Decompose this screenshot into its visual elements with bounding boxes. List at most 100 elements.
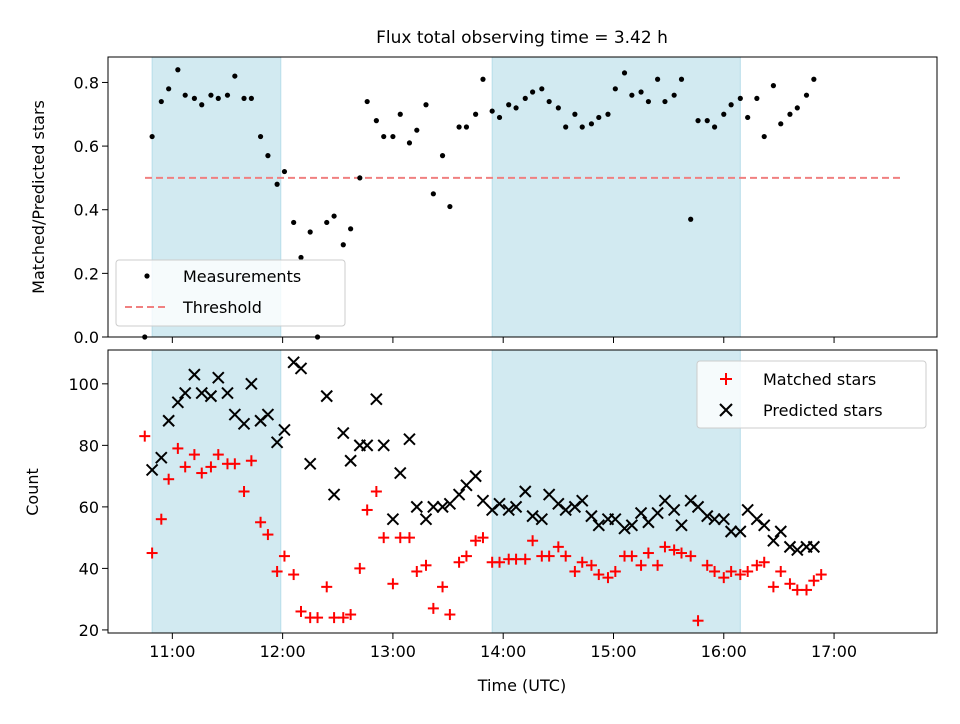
measurement-point (248, 95, 254, 101)
predicted-point (237, 417, 251, 431)
matched-point (345, 609, 357, 621)
measurement-point (621, 70, 628, 76)
matched-point (255, 516, 267, 528)
matched-point (238, 486, 250, 497)
predicted-point (493, 497, 506, 511)
predicted-point (204, 389, 218, 403)
predicted-point (675, 519, 688, 532)
predicted-point (625, 519, 639, 532)
predicted-point (783, 540, 797, 554)
top-y-axis-label: Matched/Predicted stars (29, 100, 48, 294)
shaded-interval (491, 56, 741, 338)
measurement-point (199, 102, 205, 108)
y-tick-label: 80 (79, 436, 99, 455)
predicted-point (436, 500, 449, 514)
x-tick-label: 15:00 (590, 642, 636, 661)
predicted-point (212, 371, 225, 384)
measurement-point (423, 102, 429, 108)
y-tick-label: 0.4 (74, 201, 99, 220)
bottom-plot-frame (107, 349, 938, 634)
matched-point (337, 612, 349, 624)
matched-point (560, 550, 572, 562)
matched-point (460, 550, 472, 562)
measurement-point (439, 153, 446, 159)
measurement-point (324, 219, 330, 226)
matched-point (328, 612, 340, 624)
matched-point (510, 553, 522, 565)
measurement-point (390, 133, 396, 140)
predicted-point (651, 506, 664, 520)
measurement-point (539, 86, 545, 92)
measurement-point (182, 92, 188, 98)
matched-point (494, 556, 506, 568)
predicted-point (509, 500, 523, 514)
measurement-point (215, 95, 221, 101)
matched-point (229, 458, 241, 470)
matched-point (212, 449, 224, 461)
matched-point (692, 615, 704, 627)
matched-point (642, 547, 654, 559)
matched-point (477, 532, 489, 544)
measurement-point (406, 140, 413, 146)
predicted-point (758, 519, 771, 532)
matched-point (387, 578, 399, 590)
count-points (139, 356, 827, 627)
predicted-point (717, 512, 730, 526)
predicted-point (270, 436, 284, 449)
bottom-y-ticks: 20 40 60 80 100 (68, 375, 108, 640)
measurement-point (704, 118, 710, 124)
predicted-point (559, 503, 572, 517)
bottom-legend: Matched stars Predicted stars (696, 360, 927, 429)
measurement-point (778, 121, 784, 127)
predicted-point (741, 503, 754, 517)
predicted-point (221, 386, 234, 400)
legend-marker-measurements (144, 273, 150, 279)
matched-point (288, 569, 300, 581)
legend-label-matched: Matched stars (763, 370, 876, 389)
y-tick-label: 60 (79, 498, 99, 517)
shaded-interval (151, 349, 282, 634)
top-panel: 0.00.20.40.60.8 Matched/Predicted stars … (29, 56, 938, 347)
matched-point (378, 532, 390, 544)
measurement-point (473, 111, 479, 117)
predicted-point (320, 389, 333, 403)
legend-marker-predicted (719, 403, 733, 417)
matched-point (403, 532, 415, 544)
y-tick-label: 0.6 (74, 137, 99, 156)
top-legend: Measurements Threshold (115, 259, 346, 327)
predicted-point (502, 503, 515, 517)
predicted-point (542, 488, 556, 501)
matched-point (427, 602, 439, 614)
matched-point (668, 544, 680, 556)
matched-point (370, 486, 382, 497)
predicted-point (178, 386, 192, 400)
measurement-point (787, 111, 793, 117)
matched-point (791, 584, 803, 596)
matched-point (784, 578, 796, 590)
measurement-point (770, 83, 777, 89)
measurement-point (688, 216, 694, 222)
measurement-point (695, 118, 701, 124)
legend-label-measurements: Measurements (183, 267, 301, 286)
chart-title: Flux total observing time = 3.42 h (376, 28, 668, 48)
measurement-point (373, 118, 379, 124)
predicted-point (701, 509, 714, 523)
measurement-point (331, 213, 337, 219)
top-shaded-intervals (151, 56, 741, 338)
matched-point (659, 541, 671, 553)
measurement-point (794, 105, 800, 111)
bottom-y-axis-label: Count (23, 468, 42, 516)
measurement-point (456, 124, 462, 130)
measurement-point (274, 181, 280, 187)
matched-point (701, 559, 713, 571)
measurement-point (530, 89, 536, 95)
predicted-point (535, 512, 549, 526)
predicted-point (294, 362, 308, 375)
measurement-point (655, 76, 661, 82)
matched-point (742, 565, 754, 577)
predicted-point (585, 509, 598, 523)
x-tick-label: 14:00 (480, 642, 526, 661)
matched-point (312, 612, 324, 624)
predicted-point (609, 512, 622, 526)
matched-point (354, 562, 366, 574)
